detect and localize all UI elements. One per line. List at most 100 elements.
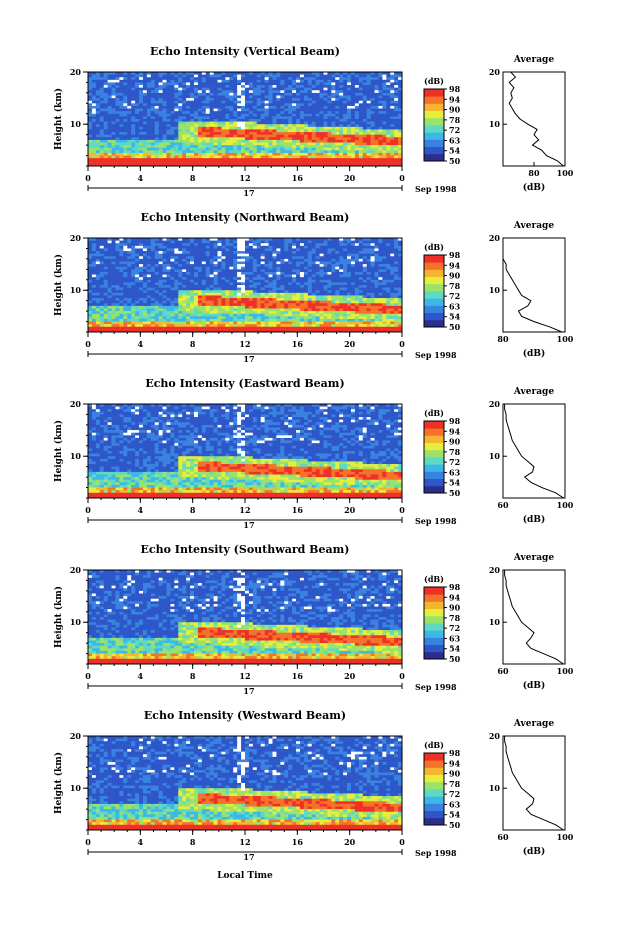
colorbar-segment [424,139,444,147]
average-y-tick-label: 10 [489,617,501,627]
colorbar-tick-label: 94 [449,426,461,436]
colorbar-segment [424,96,444,104]
colorbar-segment [424,587,444,595]
colorbar-tick-label: 90 [449,105,461,115]
average-x-tick-label: 100 [557,168,574,178]
colorbar-segment [424,298,444,306]
average-profile-line [508,71,564,167]
colorbar-segment [424,153,444,162]
day-label: 17 [243,852,254,862]
heatmap [88,404,403,499]
colorbar-tick-label: 54 [449,312,461,322]
average-x-tick-label: 60 [497,832,509,842]
colorbar-tick-label: 94 [449,260,461,270]
colorbar-tick-label: 90 [449,437,461,447]
colorbar-tick-label: 90 [449,271,461,281]
colorbar-tick-label: 54 [449,146,461,156]
day-label: 17 [243,686,254,696]
colorbar-segment [424,125,444,133]
colorbar-tick-label: 90 [449,603,461,613]
colorbar-segment [424,789,444,797]
colorbar-segment [424,269,444,277]
date-label: Sep 1998 [415,848,457,858]
colorbar-tick-label: 78 [449,115,461,125]
colorbar-segment [424,110,444,119]
panel-title: Echo Intensity (Southward Beam) [141,543,350,556]
y-tick-label: 20 [70,67,82,77]
panel-title: Echo Intensity (Northward Beam) [141,211,350,224]
colorbar-tick-label: 50 [449,156,461,166]
average-title: Average [513,387,554,397]
colorbar-frame [423,254,445,328]
panel-0: Echo Intensity (Vertical Beam) 20 10 Height… [53,45,574,198]
average-y-tick-label: 20 [489,233,501,243]
colorbar-segment [424,146,444,155]
x-tick-label: 4 [138,339,144,349]
x-tick-label: 0 [85,505,91,515]
x-tick-label: 12 [239,339,250,349]
y-axis-label: Height (km) [53,88,64,150]
average-x-label: (dB) [523,182,545,193]
date-label: Sep 1998 [415,184,457,194]
colorbar-unit: (dB) [424,76,444,86]
x-tick-label: 0 [399,837,405,847]
colorbar-segment [424,255,444,263]
colorbar-segment [424,594,444,602]
colorbar-tick-label: 63 [449,467,461,477]
date-label: Sep 1998 [415,350,457,360]
y-tick-label: 20 [70,233,82,243]
average-profile-line [504,736,564,831]
average-frame [502,569,566,665]
colorbar-segment [424,810,444,819]
colorbar-segment [424,485,444,494]
x-tick-label: 16 [292,173,304,183]
y-axis-label: Height (km) [53,752,64,814]
colorbar-segment [424,796,444,804]
colorbar-segment [424,312,444,321]
panel-3: Echo Intensity (Southward Beam) 20 10 Heigh… [53,543,574,696]
x-axis-title: Local Time [217,871,273,881]
y-tick-label: 10 [70,119,82,129]
average-y-tick-label: 20 [489,67,501,77]
colorbar-segment [424,89,444,97]
y-axis-label: Height (km) [53,420,64,482]
x-tick-label: 0 [85,837,91,847]
panel-title: Echo Intensity (Westward Beam) [144,709,346,722]
colorbar-frame [423,88,445,162]
colorbar-unit: (dB) [424,408,444,418]
average-profile-line [502,238,563,333]
heatmap [88,570,403,665]
date-label: Sep 1998 [415,682,457,692]
colorbar-segment [424,644,444,653]
panel-title: Echo Intensity (Vertical Beam) [150,45,340,58]
colorbar-tick-label: 78 [449,613,461,623]
x-tick-label: 12 [239,505,250,515]
panel-2: Echo Intensity (Eastward Beam) 20 10 Height… [53,377,574,530]
colorbar-segment [424,132,444,140]
colorbar-tick-label: 78 [449,281,461,291]
colorbar-unit: (dB) [424,740,444,750]
colorbar-tick-label: 98 [449,748,461,758]
colorbar-tick-label: 54 [449,644,461,654]
average-x-tick-label: 100 [557,500,574,510]
average-x-label: (dB) [523,680,545,691]
colorbar-tick-label: 78 [449,447,461,457]
heatmap [88,238,403,333]
colorbar-segment [424,767,444,775]
colorbar-unit: (dB) [424,242,444,252]
average-title: Average [513,221,554,231]
x-tick-label: 0 [399,505,405,515]
x-tick-label: 0 [399,339,405,349]
colorbar-tick-label: 50 [449,820,461,830]
x-tick-label: 12 [239,837,250,847]
colorbar-segment [424,276,444,285]
colorbar-segment [424,457,444,465]
colorbar-segment [424,305,444,313]
colorbar-tick-label: 94 [449,592,461,602]
day-label: 17 [243,188,254,198]
y-tick-label: 10 [70,285,82,295]
colorbar-tick-label: 78 [449,779,461,789]
colorbar-segment [424,817,444,826]
colorbar-frame [423,586,445,660]
